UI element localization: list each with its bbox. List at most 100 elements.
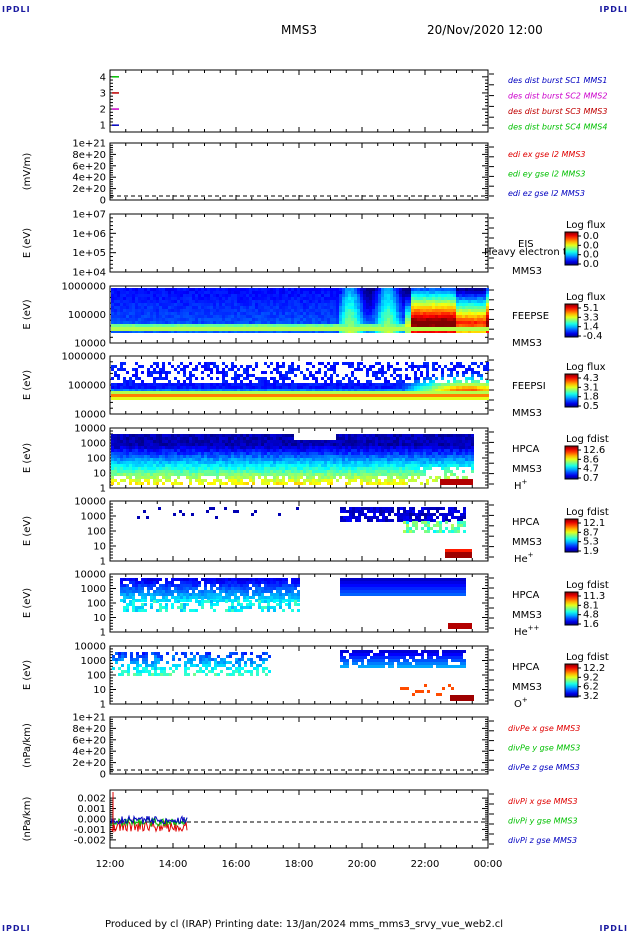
- spectrogram-cell: [153, 288, 156, 291]
- legend-entry: des dist burst SC3 MMS3: [508, 107, 607, 116]
- spectrogram-cell: [396, 309, 399, 312]
- panel-frame: [109, 213, 489, 273]
- spectrogram-cell: [381, 321, 384, 324]
- spectrogram-cell: [234, 300, 237, 303]
- spectrogram-cell: [429, 397, 432, 400]
- spectrogram-cell: [153, 467, 156, 470]
- spectrogram-cell: [471, 324, 474, 327]
- spectrogram-cell: [117, 324, 120, 327]
- spectrogram-cell: [294, 306, 297, 309]
- spectrogram-cell: [222, 380, 225, 383]
- spectrogram-cell: [342, 377, 345, 380]
- spectrogram-cell: [312, 374, 315, 377]
- spectrogram-cell: [414, 309, 417, 312]
- spectrogram-cell: [252, 368, 255, 371]
- spectrogram-cell: [468, 300, 471, 303]
- spectrogram-cell: [333, 371, 336, 374]
- spectrogram-cell: [231, 321, 234, 324]
- spectrogram-cell: [351, 291, 354, 294]
- spectrogram-cell: [423, 377, 426, 380]
- instrument-label: FEEPSI: [512, 381, 546, 392]
- colorbar-tick-label: 0.7: [583, 473, 599, 484]
- spectrogram-cell: [324, 386, 327, 389]
- spectrogram-cell: [174, 327, 177, 331]
- spectrogram-cell: [216, 371, 219, 374]
- spectrogram-cell: [360, 321, 363, 324]
- spectrogram-cell: [288, 368, 291, 371]
- spectrogram-cell: [426, 303, 429, 306]
- spectrogram-cell: [303, 330, 306, 333]
- spectrogram-cell: [129, 473, 132, 476]
- spectrogram-cell: [240, 303, 243, 306]
- spectrogram-cell: [132, 394, 135, 397]
- spectrogram-cell: [195, 389, 198, 392]
- spectrogram-cell: [408, 327, 411, 331]
- y-axis-label: E (eV): [22, 370, 33, 400]
- spectrogram-cell: [384, 312, 387, 315]
- spectrogram-cell: [483, 288, 486, 291]
- spectrogram-cell: [288, 394, 291, 397]
- spectrogram-cell: [393, 383, 396, 386]
- spectrogram-cell: [228, 330, 231, 333]
- spectrogram-cell: [447, 330, 450, 333]
- spectrogram-cell: [249, 391, 252, 394]
- spectrogram-cell: [165, 291, 168, 294]
- spectrogram-cell: [276, 300, 279, 303]
- spectrogram-cell: [303, 294, 306, 297]
- spectrogram-cell: [216, 294, 219, 297]
- spectrogram-cell: [381, 371, 384, 374]
- spectrogram-cell: [267, 300, 270, 303]
- spectrogram-cell: [117, 443, 120, 446]
- spectrogram-cell: [129, 288, 132, 291]
- spectrogram-cell: [447, 306, 450, 309]
- spectrogram-cell: [201, 324, 204, 327]
- spectrogram-cell: [351, 389, 354, 392]
- spectrogram-cell: [213, 394, 216, 397]
- spectrogram-cell: [240, 383, 243, 386]
- spectrogram-cell: [309, 394, 312, 397]
- x-tick-label: 14:00: [159, 859, 188, 870]
- spectrogram-cell: [387, 318, 390, 321]
- spectrogram-cell: [144, 389, 147, 392]
- spectrogram-cell: [126, 303, 129, 306]
- spectrogram-cell: [123, 443, 126, 446]
- spectrogram-cell: [192, 306, 195, 309]
- spectrogram-cell: [267, 321, 270, 324]
- spectrogram-cell: [438, 394, 441, 397]
- spectrogram-cell: [456, 315, 459, 318]
- spectrogram-cell: [390, 303, 393, 306]
- spectrogram-cell: [480, 327, 483, 331]
- spectrogram-cell: [435, 394, 438, 397]
- spectrogram-cell: [462, 394, 465, 397]
- spectrogram-cell: [327, 377, 330, 380]
- spectrogram-cell: [189, 380, 192, 383]
- spectrogram-cell: [276, 389, 279, 392]
- spectrogram-cell: [111, 365, 114, 368]
- spectrogram-cell: [330, 377, 333, 380]
- spectrogram-cell: [414, 330, 417, 333]
- spectrogram-cell: [450, 327, 453, 331]
- spectrogram-cell: [399, 383, 402, 386]
- spectrogram-cell: [354, 377, 357, 380]
- spectrogram-cell: [471, 383, 474, 386]
- spectrogram-cell: [144, 397, 147, 400]
- spectrogram-cell: [120, 397, 123, 400]
- spectrogram-cell: [402, 321, 405, 324]
- spectrogram-cell: [357, 327, 360, 331]
- spectrogram-cell: [276, 321, 279, 324]
- spectrogram-cell: [378, 300, 381, 303]
- legend-entry: edi ex gse l2 MMS3: [508, 150, 586, 159]
- spectrogram-cell: [201, 294, 204, 297]
- spectrogram-cell: [429, 297, 432, 300]
- spectrogram-cell: [264, 386, 267, 389]
- spectrogram-cell: [141, 327, 144, 331]
- spectrogram-cell: [324, 330, 327, 333]
- spectrogram-cell: [123, 306, 126, 309]
- spectrogram-cell: [183, 291, 186, 294]
- spectrogram-cell: [267, 297, 270, 300]
- spectrogram-cell: [171, 294, 174, 297]
- spectrogram-cell: [279, 386, 282, 389]
- spectrogram-cell: [447, 368, 450, 371]
- colorbar-tick-label: 3.2: [583, 691, 599, 702]
